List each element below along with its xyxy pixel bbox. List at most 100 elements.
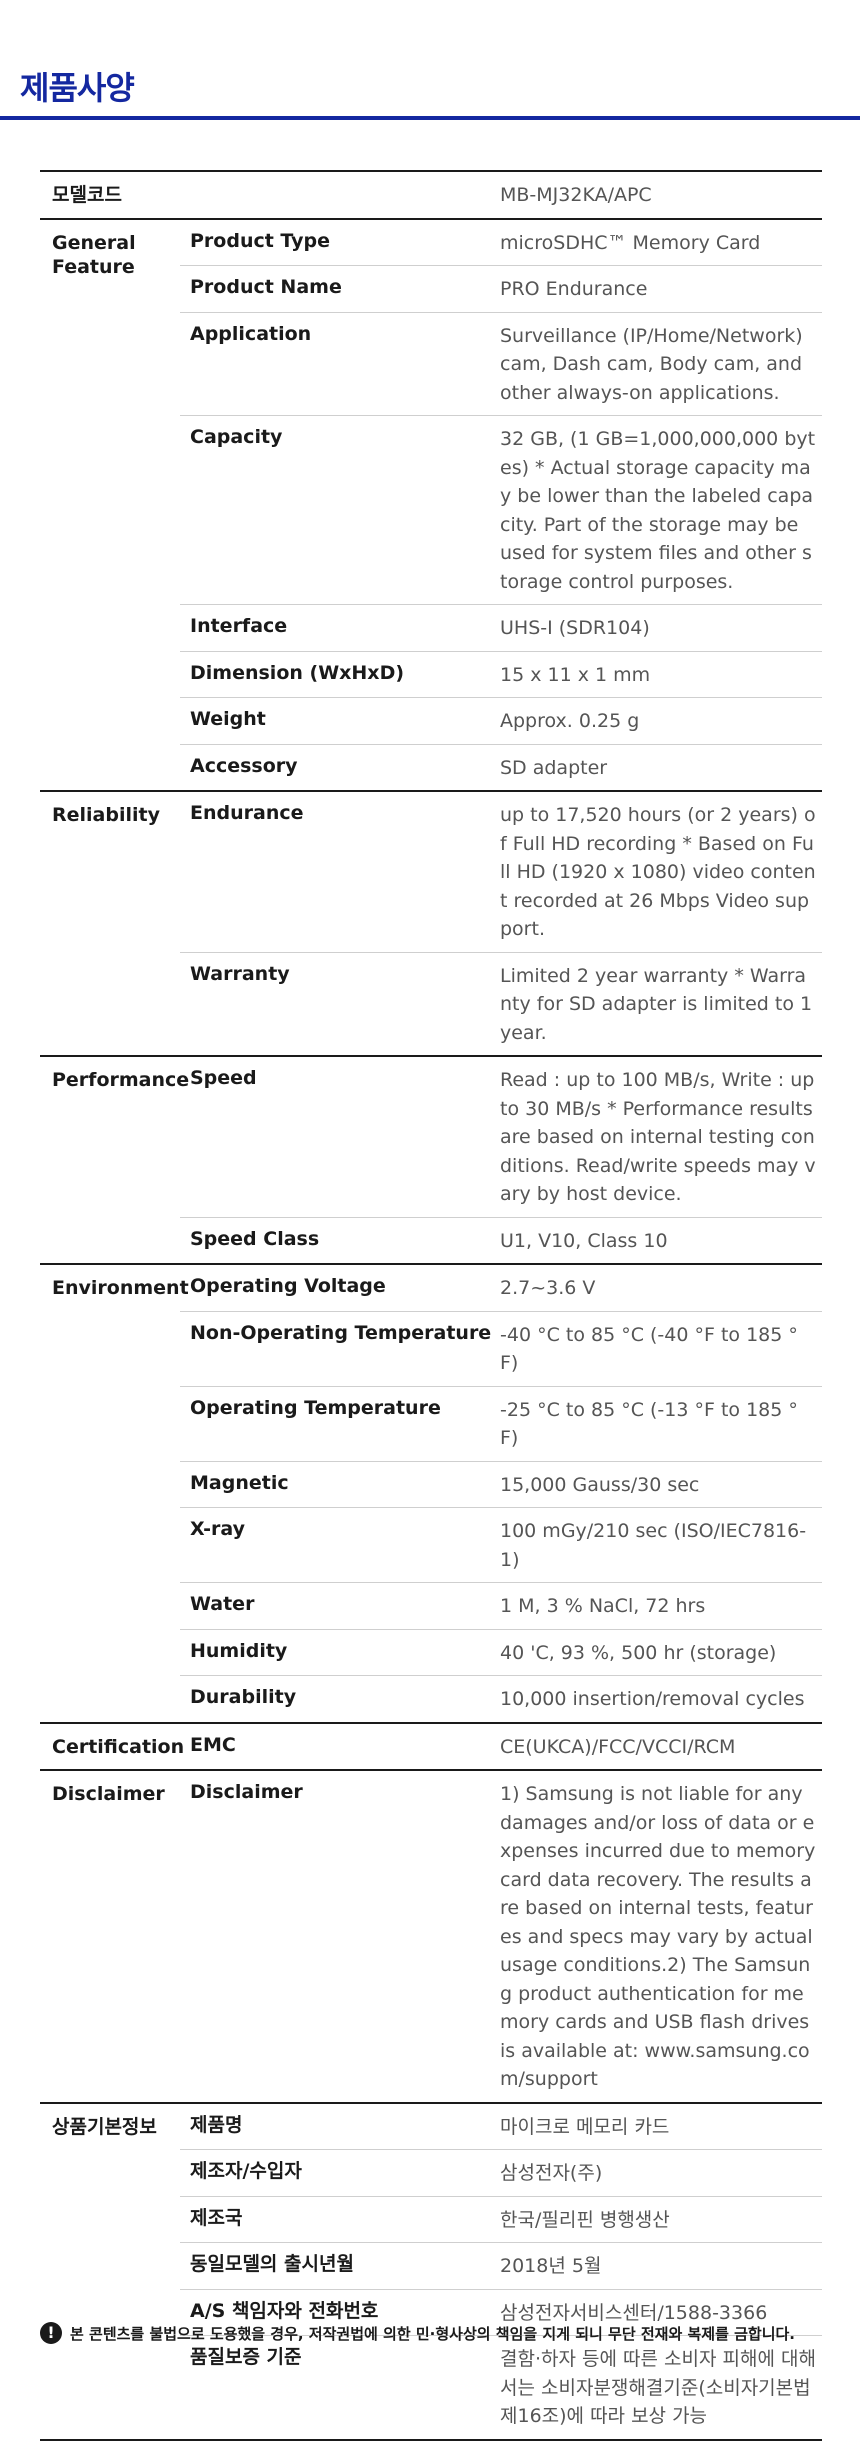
- spec-rows: Disclaimer 1) Samsung is not liable for a…: [180, 1771, 822, 2102]
- spec-row: Speed Class U1, V10, Class 10: [180, 1216, 822, 1264]
- spec-group: General Feature Product Type microSDHC™ Me…: [40, 217, 822, 791]
- spec-label: Capacity: [190, 426, 283, 448]
- spec-row: Warranty Limited 2 year warranty * Warran…: [180, 951, 822, 1056]
- spec-row: Endurance up to 17,520 hours (or 2 years)…: [180, 792, 822, 952]
- spec-value: 삼성전자(주): [500, 2162, 603, 2184]
- category-label: Disclaimer: [52, 1783, 165, 1805]
- spec-row: Accessory SD adapter: [180, 743, 822, 791]
- spec-label: Interface: [190, 615, 288, 637]
- spec-value: MB-MJ32KA/APC: [500, 184, 652, 206]
- spec-label: 제조국: [190, 2206, 243, 2229]
- spec-rows: Speed Read : up to 100 MB/s, Write : up t…: [180, 1057, 822, 1263]
- spec-row: A/S 책임자와 전화번호 삼성전자서비스센터/1588-3366: [180, 2288, 822, 2336]
- spec-row: EMC CE(UKCA)/FCC/VCCI/RCM: [180, 1724, 822, 1770]
- spec-value: 한국/필리핀 병행생산: [500, 2208, 670, 2231]
- spec-label: Operating Temperature: [190, 1396, 441, 1419]
- spec-row: Operating Voltage 2.7~3.6 V: [180, 1265, 822, 1311]
- spec-group: Reliability Endurance up to 17,520 hours (…: [40, 790, 822, 1055]
- spec-label: Durability: [190, 1686, 297, 1708]
- spec-label: Water: [190, 1593, 255, 1615]
- spec-value: Read : up to 100 MB/s, Write : up to 30 …: [500, 1069, 816, 1205]
- spec-value: 100 mGy/210 sec (ISO/IEC7816-1): [500, 1520, 807, 1571]
- spec-label: 품질보증 기준: [190, 2346, 302, 2368]
- spec-row: Disclaimer 1) Samsung is not liable for a…: [180, 1771, 822, 2102]
- spec-label: Product Type: [190, 229, 331, 252]
- spec-value: U1, V10, Class 10: [500, 1229, 668, 1252]
- category-label: Reliability: [52, 804, 160, 826]
- spec-row: Magnetic 15,000 Gauss/30 sec: [180, 1460, 822, 1508]
- spec-label: 제조자/수입자: [190, 2160, 302, 2182]
- spec-value: 32 GB, (1 GB=1,000,000,000 bytes) * Actu…: [500, 428, 816, 593]
- spec-label: Magnetic: [190, 1471, 289, 1494]
- spec-label: [180, 172, 500, 218]
- spec-value: 10,000 insertion/removal cycles: [500, 1688, 805, 1710]
- spec-row: 품질보증 기준 결함·하자 등에 따른 소비자 피해에 대해서는 소비자분쟁해결기…: [180, 2335, 822, 2439]
- spec-value: 마이크로 메모리 카드: [500, 2115, 670, 2138]
- spec-label: 동일모델의 출시년월: [190, 2253, 354, 2275]
- category-label: 모델코드: [52, 184, 122, 206]
- spec-label: EMC: [190, 1733, 236, 1756]
- spec-label: Speed: [190, 1067, 257, 1089]
- spec-value: 삼성전자서비스센터/1588-3366: [500, 2301, 768, 2324]
- spec-row: Product Name PRO Endurance: [180, 265, 822, 312]
- spec-group: Performance Speed Read : up to 100 MB/s, W…: [40, 1055, 822, 1263]
- spec-value: -25 °C to 85 °C (-13 °F to 185 °F): [500, 1398, 798, 1450]
- spec-label: Disclaimer: [190, 1781, 303, 1803]
- spec-value: up to 17,520 hours (or 2 years) of Full …: [500, 804, 816, 940]
- spec-row: Durability 10,000 insertion/removal cycle…: [180, 1675, 822, 1722]
- spec-value: SD adapter: [500, 756, 608, 779]
- spec-value: 2018년 5월: [500, 2255, 602, 2277]
- spec-label: Humidity: [190, 1639, 288, 1662]
- spec-group: Environment Operating Voltage 2.7~3.6 V Non…: [40, 1263, 822, 1722]
- spec-value: CE(UKCA)/FCC/VCCI/RCM: [500, 1735, 736, 1758]
- spec-row: MB-MJ32KA/APC: [180, 172, 822, 218]
- spec-value: UHS-I (SDR104): [500, 617, 650, 639]
- spec-value: Approx. 0.25 g: [500, 710, 640, 732]
- spec-row: 제조자/수입자 삼성전자(주): [180, 2149, 822, 2196]
- exclamation-icon: !: [40, 2322, 62, 2344]
- title-divider: [0, 116, 860, 120]
- spec-row: Humidity 40 'C, 93 %, 500 hr (storage): [180, 1628, 822, 1676]
- spec-value: -40 °C to 85 °C (-40 °F to 185 °F): [500, 1323, 798, 1375]
- category-label: Environment: [52, 1277, 189, 1299]
- page-title: 제품사양: [20, 69, 135, 107]
- spec-row: 동일모델의 출시년월 2018년 5월: [180, 2242, 822, 2289]
- spec-value: Limited 2 year warranty * Warranty for S…: [500, 964, 813, 1044]
- spec-value: 1) Samsung is not liable for any damages…: [500, 1783, 816, 2090]
- spec-row: 제품명 마이크로 메모리 카드: [180, 2104, 822, 2150]
- spec-value: 결함·하자 등에 따른 소비자 피해에 대해서는 소비자분쟁해결기준(소비자기본…: [500, 2348, 816, 2427]
- category-label: Performance: [52, 1069, 190, 1091]
- spec-row: Speed Read : up to 100 MB/s, Write : up t…: [180, 1057, 822, 1217]
- spec-label: Operating Voltage: [190, 1275, 386, 1297]
- spec-rows: MB-MJ32KA/APC: [180, 172, 822, 218]
- spec-value: 15,000 Gauss/30 sec: [500, 1473, 700, 1496]
- spec-row: Non-Operating Temperature -40 °C to 85 °C…: [180, 1310, 822, 1386]
- spec-rows: Operating Voltage 2.7~3.6 V Non-Operating …: [180, 1265, 822, 1722]
- spec-row: Product Type microSDHC™ Memory Card: [180, 220, 822, 266]
- spec-value: 15 x 11 x 1 mm: [500, 663, 651, 686]
- spec-rows: EMC CE(UKCA)/FCC/VCCI/RCM: [180, 1724, 822, 1770]
- spec-value: 2.7~3.6 V: [500, 1277, 596, 1299]
- spec-label: Dimension (WxHxD): [190, 661, 405, 684]
- spec-label: Speed Class: [190, 1227, 320, 1250]
- category-label: 상품기본정보: [52, 2115, 157, 2138]
- spec-row: Application Surveillance (IP/Home/Network…: [180, 311, 822, 416]
- spec-label: X-ray: [190, 1518, 245, 1540]
- spec-rows: Endurance up to 17,520 hours (or 2 years)…: [180, 792, 822, 1055]
- spec-page: 제품사양 모델코드 MB-MJ32KA/APC General Feature Pro…: [0, 69, 860, 2441]
- copyright-notice: ! 본 콘텐츠를 불법으로 도용했을 경우, 저작권법에 의한 민·형사상의 책…: [40, 2322, 795, 2344]
- spec-value: Surveillance (IP/Home/Network) cam, Dash…: [500, 324, 803, 404]
- notice-text: 본 콘텐츠를 불법으로 도용했을 경우, 저작권법에 의한 민·형사상의 책임을…: [70, 2324, 796, 2343]
- spec-label: Accessory: [190, 754, 298, 777]
- spec-label: A/S 책임자와 전화번호: [190, 2299, 379, 2322]
- spec-row: Interface UHS-I (SDR104): [180, 604, 822, 651]
- spec-label: Endurance: [190, 802, 304, 824]
- spec-label: 제품명: [190, 2113, 243, 2136]
- spec-row: 제조국 한국/필리핀 병행생산: [180, 2195, 822, 2243]
- spec-row: Weight Approx. 0.25 g: [180, 697, 822, 744]
- spec-label: Non-Operating Temperature: [190, 1321, 492, 1344]
- spec-value: PRO Endurance: [500, 278, 648, 300]
- spec-value: 1 M, 3 % NaCl, 72 hrs: [500, 1595, 706, 1617]
